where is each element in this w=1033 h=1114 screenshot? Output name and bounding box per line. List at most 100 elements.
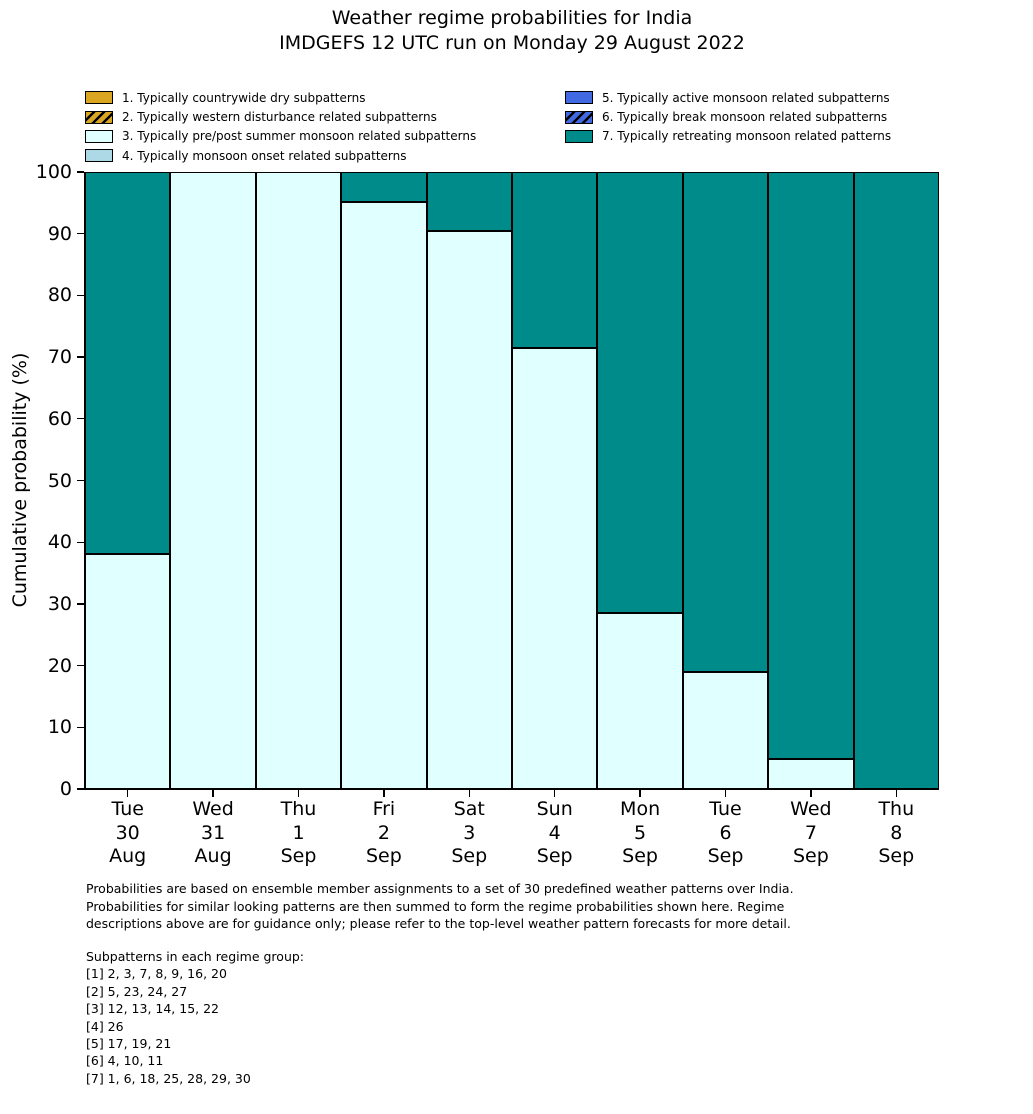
y-tick-label: 80 xyxy=(47,284,72,307)
x-tick-label: Thu 8 Sep xyxy=(854,798,939,869)
x-tick xyxy=(383,790,385,797)
y-tick xyxy=(76,603,84,605)
x-tick-label: Sat 3 Sep xyxy=(427,798,512,869)
y-tick xyxy=(76,479,84,482)
y-tick-label: 90 xyxy=(47,222,72,245)
bar-segment xyxy=(255,172,342,789)
subpattern-line: [5] 17, 19, 21 xyxy=(86,1036,172,1052)
legend-swatch xyxy=(85,129,113,143)
y-tick xyxy=(76,664,84,667)
legend-item: 3. Typically pre/post summer monsoon rel… xyxy=(85,127,476,146)
footer-line: Probabilities are based on ensemble memb… xyxy=(86,881,794,896)
x-tick-label-line: 5 xyxy=(634,821,647,844)
x-tick xyxy=(127,790,129,797)
legend-item-label: 5. Typically active monsoon related subp… xyxy=(602,90,890,105)
x-tick-label: Wed 31 Aug xyxy=(170,798,255,869)
legend-column-left: 1. Typically countrywide dry subpatterns… xyxy=(85,88,476,166)
legend-item-label: 1. Typically countrywide dry subpatterns xyxy=(122,90,366,105)
y-tick xyxy=(76,294,84,297)
bar-segment xyxy=(341,172,427,202)
x-tick-label: Thu 1 Sep xyxy=(256,798,341,869)
axis-spine xyxy=(83,172,86,791)
x-tick-label: Tue 6 Sep xyxy=(683,798,768,869)
x-tick-label-line: Aug xyxy=(194,845,232,867)
legend-column-right: 5. Typically active monsoon related subp… xyxy=(565,88,891,146)
y-tick-label: 70 xyxy=(47,346,72,369)
y-tick-label: 50 xyxy=(47,469,72,492)
legend-swatch xyxy=(565,129,593,143)
x-tick xyxy=(554,790,556,797)
chart-title-block: Weather regime probabilities for India I… xyxy=(85,6,939,56)
y-tick-label: 0 xyxy=(59,778,72,800)
subpattern-line: [6] 4, 10, 11 xyxy=(86,1053,164,1069)
y-tick-label: 100 xyxy=(35,161,72,183)
x-tick-label: Wed 7 Sep xyxy=(768,798,853,869)
x-tick-label-line: Aug xyxy=(109,845,147,867)
legend-swatch xyxy=(565,91,593,105)
legend-item-label: 7. Typically retreating monsoon related … xyxy=(602,129,892,144)
legend-item: 7. Typically retreating monsoon related … xyxy=(565,127,891,146)
footer-notes: Probabilities are based on ensemble memb… xyxy=(86,880,794,933)
bar-segment xyxy=(341,201,427,789)
x-tick-label-line: Sep xyxy=(792,845,829,867)
x-tick-label: Sun 4 Sep xyxy=(512,798,597,869)
x-tick-label-line: 8 xyxy=(890,821,903,844)
chart-title: Weather regime probabilities for India xyxy=(331,7,693,29)
legend-swatch xyxy=(85,91,113,105)
subpattern-line: [7] 1, 6, 18, 25, 28, 29, 30 xyxy=(86,1070,251,1086)
x-tick-label-line: 7 xyxy=(804,821,817,844)
footer-line: descriptions above are for guidance only… xyxy=(86,916,791,931)
legend-item-label: 2. Typically western disturbance related… xyxy=(122,110,437,125)
bar-segment xyxy=(597,612,683,789)
bar-segment xyxy=(426,230,512,789)
legend-item-label: 4. Typically monsoon onset related subpa… xyxy=(122,148,407,163)
x-tick-label-line: Sep xyxy=(280,845,317,867)
bar-segment xyxy=(512,348,598,789)
x-tick-label-line: Wed xyxy=(192,798,234,820)
x-tick-label: Mon 5 Sep xyxy=(597,798,682,869)
y-tick-label: 60 xyxy=(47,407,72,430)
x-tick-label-line: Mon xyxy=(620,798,661,820)
axis-spine xyxy=(83,789,940,791)
x-tick xyxy=(810,790,812,797)
x-tick-label-line: 30 xyxy=(115,821,140,844)
y-tick xyxy=(76,726,84,728)
legend-item-label: 6. Typically break monsoon related subpa… xyxy=(602,110,888,125)
bar-segment xyxy=(85,553,171,789)
subpattern-line: [3] 12, 13, 14, 15, 22 xyxy=(86,1001,219,1017)
legend-item: 4. Typically monsoon onset related subpa… xyxy=(85,146,476,165)
x-tick-label-line: 31 xyxy=(200,821,226,844)
x-tick-label-line: Tue xyxy=(111,798,144,820)
subpattern-line: [2] 5, 23, 24, 27 xyxy=(86,983,188,999)
x-tick xyxy=(895,790,897,797)
x-tick-label-line: Sep xyxy=(365,845,402,867)
bar-segment xyxy=(682,671,769,789)
x-tick-label-line: Sep xyxy=(451,845,488,867)
bar-segment xyxy=(597,172,683,613)
x-tick xyxy=(724,790,727,797)
x-tick-label: Fri 2 Sep xyxy=(341,798,426,869)
y-tick-label: 10 xyxy=(47,716,72,739)
x-tick-label-line: 2 xyxy=(377,821,390,844)
bar-segment xyxy=(768,172,854,760)
x-tick-label-line: 1 xyxy=(292,821,305,844)
footer-line: Probabilities for similar looking patter… xyxy=(86,898,785,914)
x-tick-label-line: Sun xyxy=(536,798,573,820)
legend-item: 1. Typically countrywide dry subpatterns xyxy=(85,88,476,107)
y-tick-label: 20 xyxy=(47,654,72,677)
x-tick-label-line: Thu xyxy=(878,798,915,820)
y-tick xyxy=(76,541,84,543)
subpattern-line: [4] 26 xyxy=(86,1018,124,1034)
legend-swatch xyxy=(565,110,593,124)
legend-item: 2. Typically western disturbance related… xyxy=(85,107,476,126)
x-tick-label-line: Sep xyxy=(536,845,573,867)
x-tick-label-line: Sep xyxy=(878,845,915,867)
x-tick-label-line: Tue xyxy=(709,798,742,820)
legend-item: 6. Typically break monsoon related subpa… xyxy=(565,107,891,126)
legend-item: 5. Typically active monsoon related subp… xyxy=(565,88,891,107)
y-tick xyxy=(76,788,84,790)
bar-segment xyxy=(426,172,512,231)
y-tick xyxy=(76,356,84,358)
x-tick-label-line: Fri xyxy=(372,798,396,820)
